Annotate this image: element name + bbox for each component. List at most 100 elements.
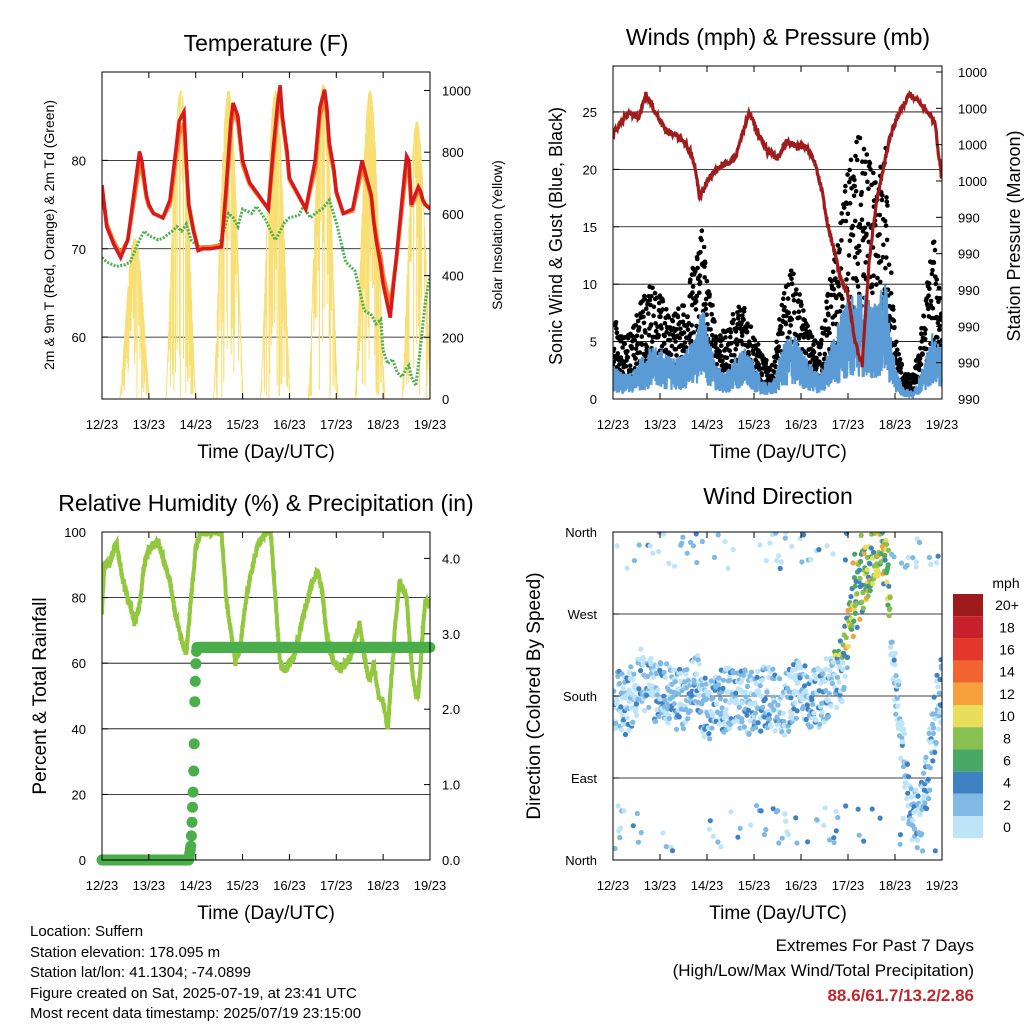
direction-point [799,559,805,565]
direction-point [656,713,662,720]
legend-swatch [953,594,983,617]
gust-point [881,242,886,248]
gust-point [854,157,860,163]
direction-point [937,709,942,715]
direction-point [854,601,860,607]
gust-point [883,223,889,228]
gust-point [731,317,736,323]
gust-point [690,290,695,295]
pressure-ylabel: Station Pressure (Maroon) [1004,130,1024,341]
gust-point [918,345,923,351]
y-tick-label: North [565,853,597,868]
direction-point [734,700,740,706]
direction-point [839,660,846,666]
gust-point [845,172,850,177]
extremes-box: Extremes For Past 7 Days (High/Low/Max W… [673,933,974,1008]
x-tick-label: 17/23 [320,417,353,432]
gust-point [710,303,715,308]
direction-point [653,670,660,677]
gust-point [918,331,924,337]
x-tick-label: 13/23 [133,878,166,893]
y-tick-label: North [565,525,597,540]
direction-point [683,685,689,691]
gust-point [873,180,878,185]
gust-point [854,139,859,145]
direction-point [816,547,822,553]
direction-point [834,705,840,711]
gust-point [799,302,804,308]
direction-point [859,582,865,588]
direction-point [840,666,846,673]
legend-label: 20+ [995,597,1019,613]
direction-point [913,787,919,793]
rainfall-point [185,840,197,852]
direction-point [908,794,915,800]
gust-point [723,335,728,340]
direction-point [909,817,916,823]
winds-panel: Winds (mph) & Pressure (mb) 0 5 10 15 20 25 99… [546,24,1024,463]
direction-point [828,703,834,709]
y2-tick-label: 1.0 [442,778,460,793]
legend-swatch [953,682,983,705]
legend-label: 14 [999,664,1015,680]
gust-point [695,256,700,262]
direction-xlabel: Time (Day/UTC) [709,903,847,924]
gust-point [803,350,809,356]
gust-point [627,363,633,369]
direction-point [823,688,829,694]
gust-point [855,284,861,289]
direction-point [835,814,841,821]
gust-point [720,358,725,364]
recent-timestamp: Most recent data timestamp: 2025/07/19 2… [30,1005,362,1022]
gust-point [861,272,866,277]
direction-point [893,711,899,717]
direction-point [856,832,862,838]
gust-point [693,299,699,304]
direction-point [905,554,911,561]
y2-tick-label: 1000 [958,174,987,189]
direction-point [752,710,759,716]
gust-point [702,260,708,266]
gust-point [625,349,630,354]
gust-point [847,201,853,206]
direction-point [675,686,681,692]
direction-point [677,666,683,673]
x-tick-label: 14/23 [179,878,212,893]
solar-insolation-line [119,238,151,399]
gust-point [650,285,655,291]
gust-point [641,320,647,326]
direction-point [785,832,792,838]
direction-point [859,599,865,605]
direction-point [724,714,730,720]
gust-point [862,171,868,176]
gust-point [929,271,935,277]
gust-point [827,330,832,336]
direction-point [742,689,748,695]
x-tick-label: 16/23 [785,878,818,893]
direction-point [845,654,851,660]
solar-insolation-line [401,121,430,399]
gust-point [658,314,663,320]
gust-point [728,334,733,340]
gust-point [862,225,868,231]
direction-point [706,731,712,737]
direction-point [790,662,797,668]
y2-tick-label: 400 [442,269,464,284]
gust-point [651,304,657,310]
direction-point [664,661,670,667]
gust-point [712,319,717,324]
gust-point [635,341,641,347]
direction-point [761,832,768,838]
y2-tick-label: 990 [958,319,980,334]
direction-point [867,587,873,594]
direction-point [631,671,637,677]
direction-point [704,696,710,702]
gust-point [691,330,696,335]
direction-point [619,671,625,677]
direction-point [774,557,780,564]
gust-point [832,313,838,318]
direction-point [657,667,663,673]
direction-point [613,688,617,694]
direction-point [739,719,745,725]
temperature-lines [102,85,430,391]
